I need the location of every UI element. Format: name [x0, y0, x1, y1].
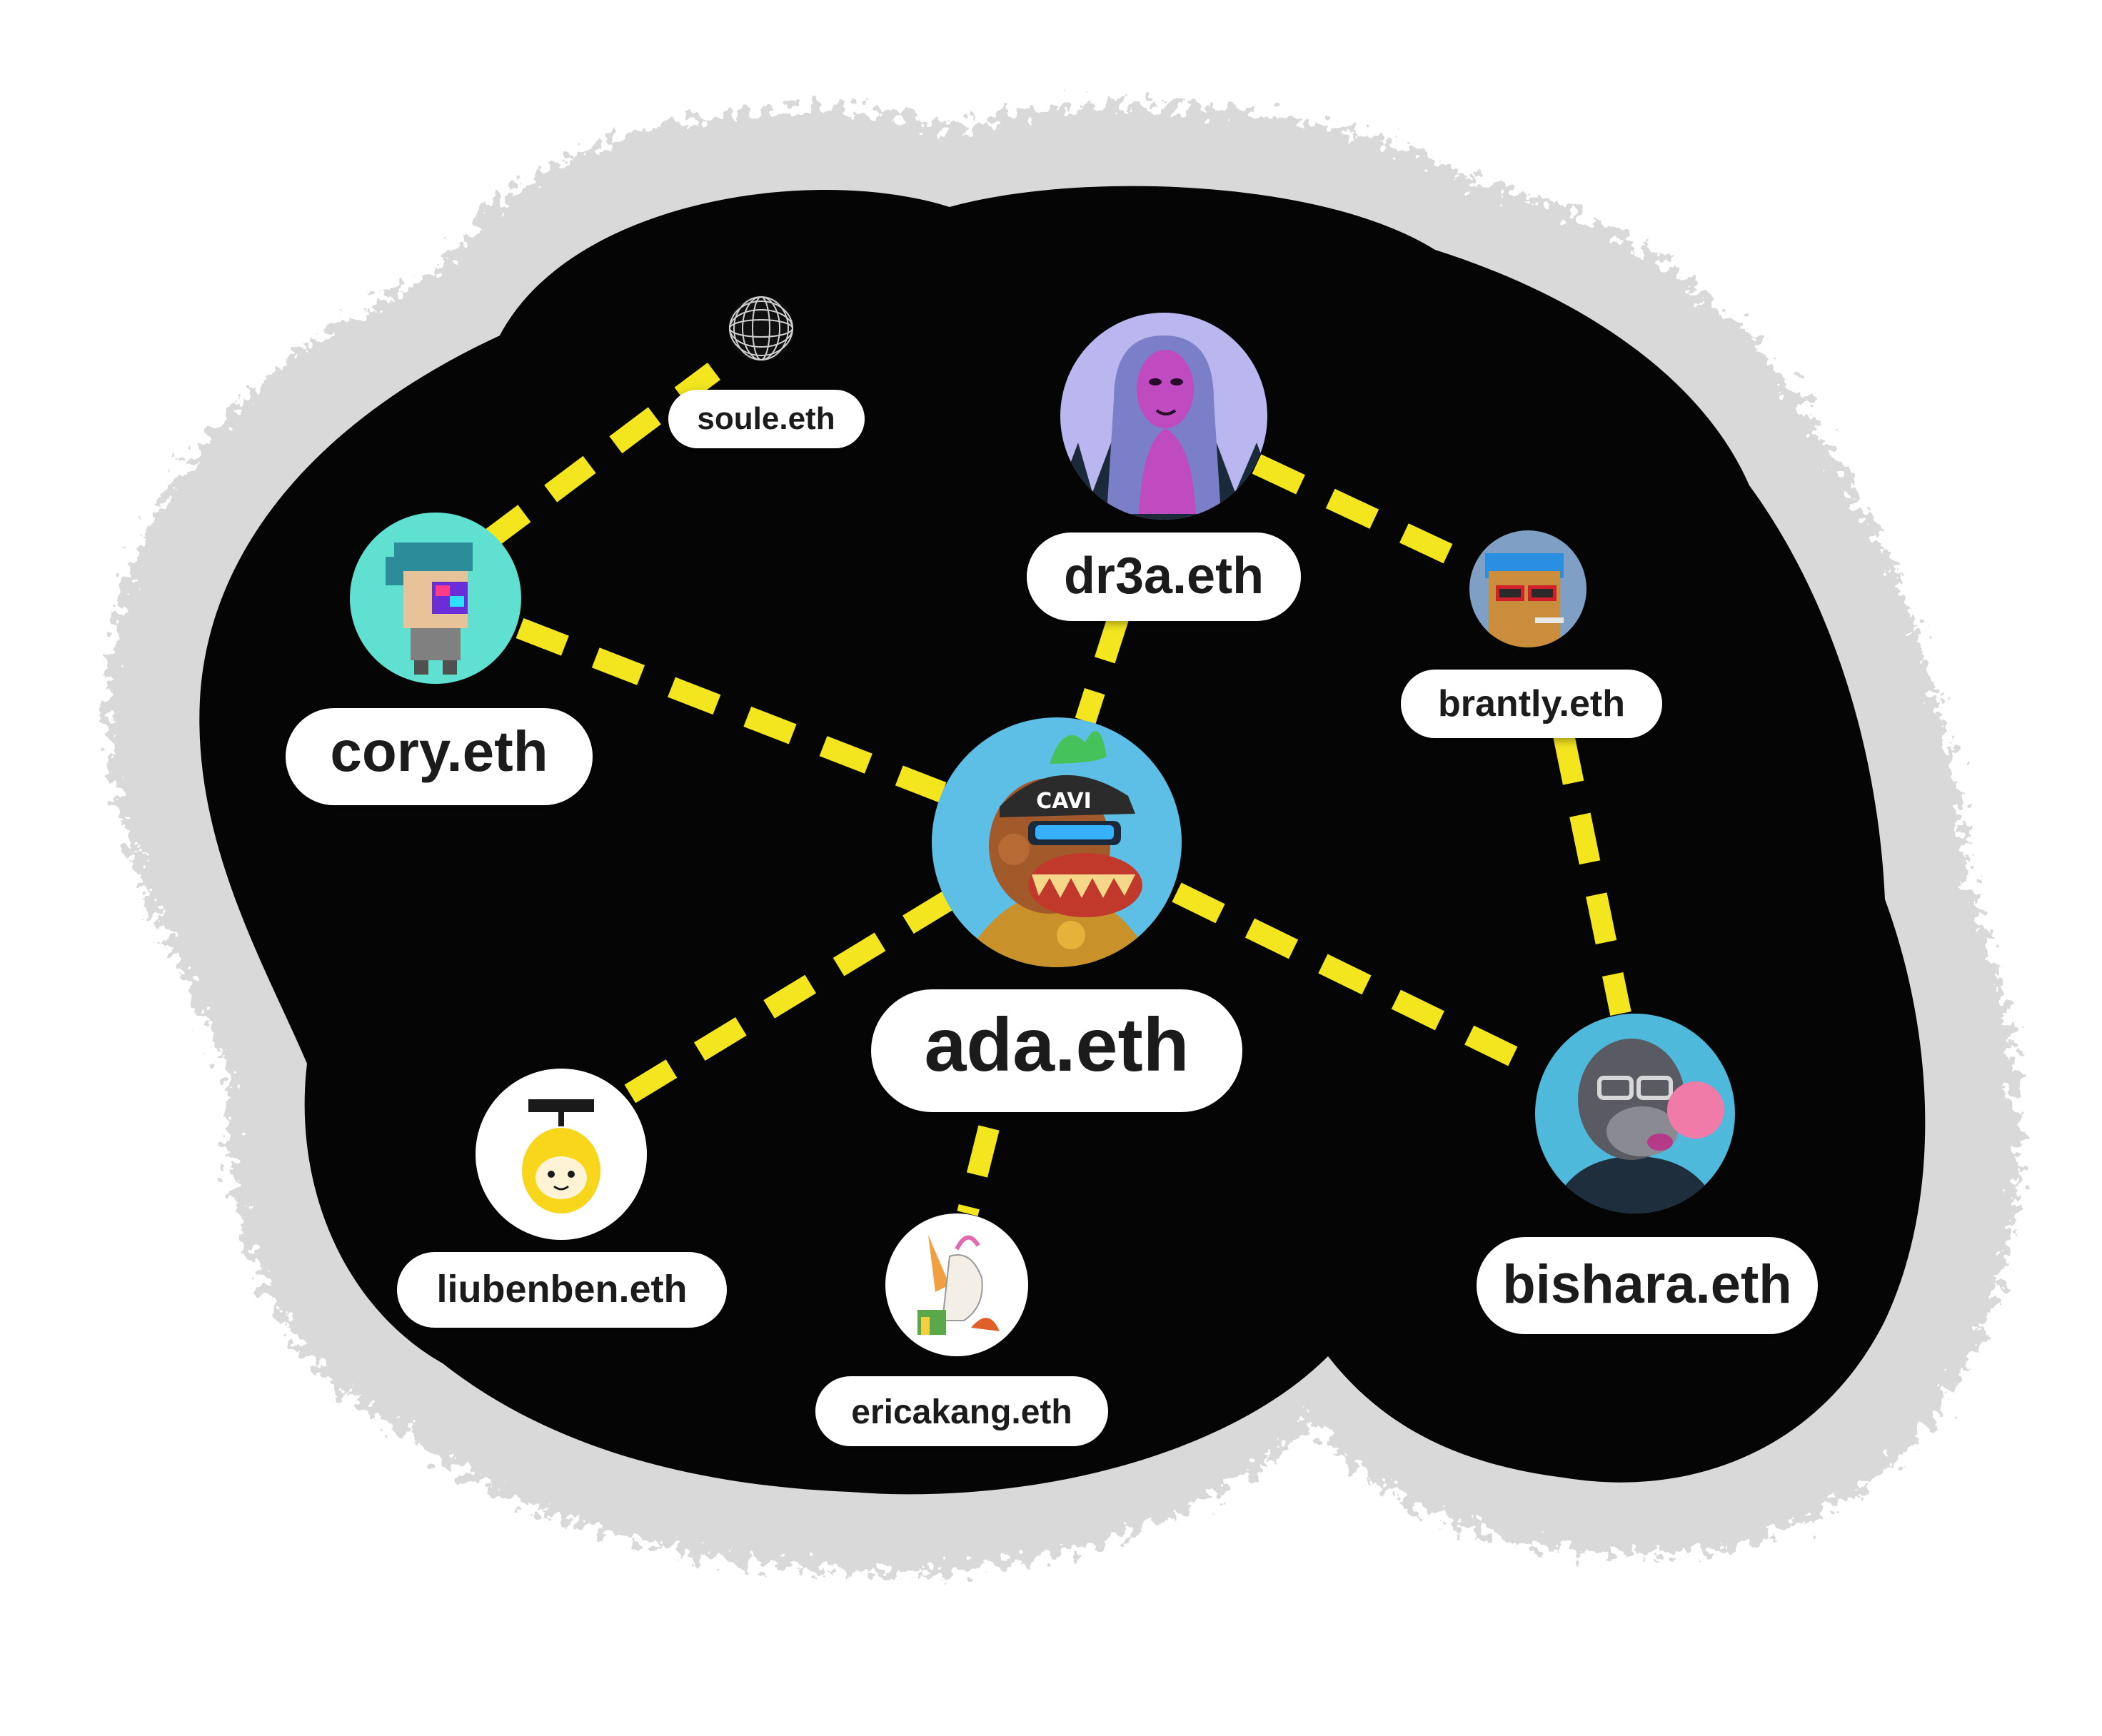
node-label-dr3a[interactable]: dr3a.eth [1027, 533, 1301, 621]
node-label-liubenben-text: liubenben.eth [437, 1268, 688, 1311]
node-label-ada-text: ada.eth [924, 1003, 1189, 1087]
node-label-cory[interactable]: cory.eth [286, 708, 593, 805]
node-label-dr3a-text: dr3a.eth [1064, 547, 1264, 605]
wire-sphere-avatar[interactable] [728, 296, 794, 361]
edge-ada-ericakang [957, 1125, 1000, 1216]
node-label-brantly-text: brantly.eth [1438, 683, 1625, 725]
connection-edges [479, 363, 1631, 1216]
unicorn-art-avatar[interactable] [885, 1213, 1028, 1356]
node-label-ericakang[interactable]: ericakang.eth [815, 1376, 1108, 1446]
edge-cory-soule [479, 363, 720, 551]
svg-text:CAVI: CAVI [1036, 789, 1092, 814]
sunglasses-punk-avatar[interactable] [1469, 530, 1586, 650]
node-label-soule[interactable]: soule.eth [668, 390, 865, 448]
edge-ada-liubenben [615, 890, 955, 1109]
yellow-character-avatar[interactable] [476, 1069, 647, 1240]
pixel-character-avatar[interactable] [350, 513, 521, 684]
ape-with-cap-avatar[interactable]: CAVI [932, 717, 1182, 971]
edge-ada-bishara [1172, 882, 1547, 1081]
purple-woman-avatar[interactable] [1057, 313, 1278, 528]
node-label-brantly[interactable]: brantly.eth [1401, 670, 1662, 738]
node-label-cory-text: cory.eth [330, 720, 548, 783]
gorilla-bubblegum-avatar[interactable] [1535, 1014, 1735, 1213]
node-label-soule-text: soule.eth [697, 401, 835, 436]
edge-brantly-bishara [1553, 732, 1631, 1016]
node-label-bishara-text: bishara.eth [1502, 1254, 1791, 1315]
edge-dr3a-brantly [1252, 454, 1490, 581]
node-label-ericakang-text: ericakang.eth [851, 1393, 1072, 1431]
node-label-bishara[interactable]: bishara.eth [1477, 1237, 1818, 1334]
node-label-liubenben[interactable]: liubenben.eth [397, 1252, 727, 1328]
node-label-ada[interactable]: ada.eth [871, 989, 1242, 1112]
edge-dr3a-ada [1075, 610, 1130, 725]
